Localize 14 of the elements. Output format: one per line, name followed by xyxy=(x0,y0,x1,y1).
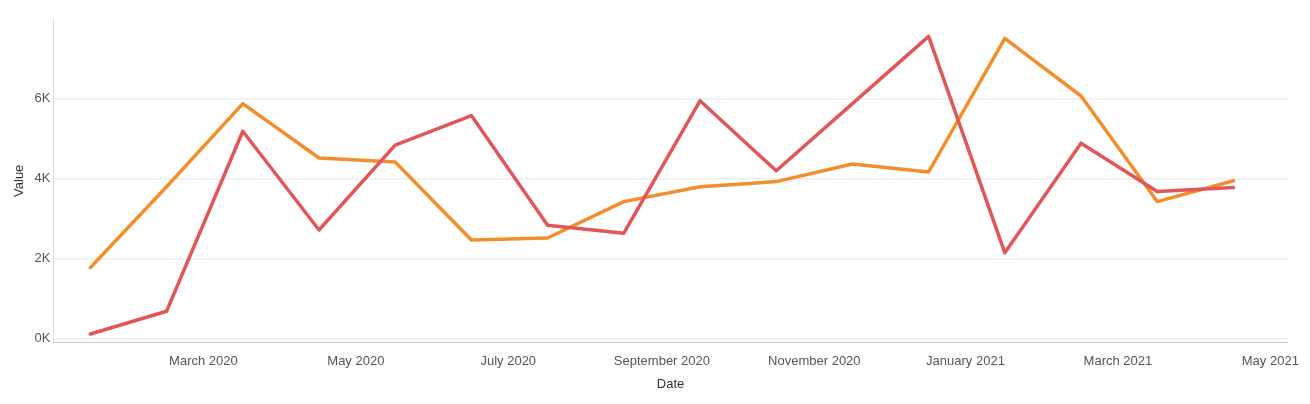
x-tick-label: May 2021 xyxy=(1241,353,1299,369)
y-axis-title: Value xyxy=(11,164,27,197)
y-tick-label: 2K xyxy=(34,250,51,266)
x-axis-title: Date xyxy=(656,375,685,391)
y-tick-label: 4K xyxy=(34,170,51,186)
x-tick-label: July 2020 xyxy=(480,353,537,369)
y-tick-label: 6K xyxy=(34,90,51,106)
x-tick-label: March 2020 xyxy=(169,353,238,369)
x-tick-label: November 2020 xyxy=(768,353,861,369)
x-tick-label: September 2020 xyxy=(613,353,710,369)
y-tick-label: 0K xyxy=(34,330,51,346)
x-tick-label: January 2021 xyxy=(926,353,1005,369)
x-tick-label: March 2021 xyxy=(1083,353,1153,369)
x-tick-label: May 2020 xyxy=(327,353,385,369)
